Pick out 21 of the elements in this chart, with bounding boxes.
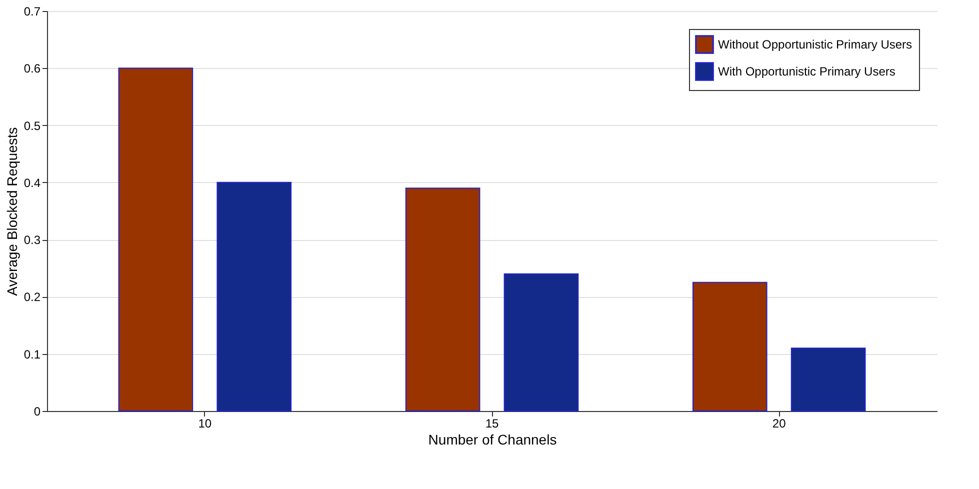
x-tick-label: 15 bbox=[485, 416, 499, 430]
y-tick-label: 0.3 bbox=[24, 233, 41, 248]
y-tick-label: 0.2 bbox=[24, 290, 41, 304]
bar bbox=[790, 348, 866, 412]
y-tick-label: 0.5 bbox=[24, 118, 41, 133]
y-tick-label: 0 bbox=[34, 404, 41, 418]
bar bbox=[692, 282, 768, 412]
bar bbox=[118, 68, 194, 412]
x-tick-label: 10 bbox=[198, 416, 212, 430]
bar bbox=[504, 273, 579, 412]
y-tick-label: 0.7 bbox=[24, 4, 41, 18]
y-tick-label: 0.4 bbox=[24, 176, 41, 190]
bar bbox=[216, 182, 292, 412]
bar bbox=[405, 188, 480, 412]
legend-label: With Opportunistic Primary Users bbox=[718, 64, 896, 78]
legend-label: Without Opportunistic Primary Users bbox=[718, 38, 912, 52]
y-axis-title: Average Blocked Requests bbox=[4, 127, 20, 296]
x-axis-title: Number of Channels bbox=[428, 432, 557, 448]
y-tick-label: 0.6 bbox=[24, 62, 41, 76]
x-tick-label: 20 bbox=[772, 416, 786, 430]
y-tick-label: 0.1 bbox=[24, 347, 41, 362]
